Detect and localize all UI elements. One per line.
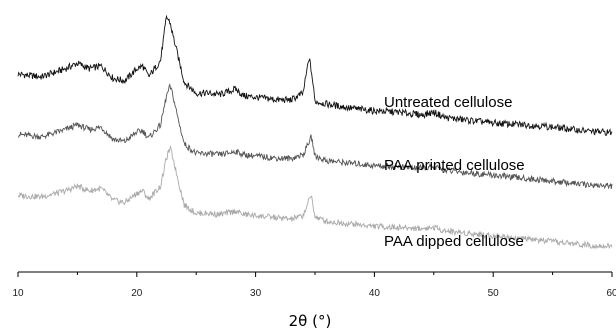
series-line [17,14,613,137]
x-tick-label: 10 [12,288,24,299]
x-tick-label: 50 [488,288,500,299]
series-label: PAA dipped cellulose [384,233,524,250]
series-layer [17,14,613,250]
x-tick-label: 20 [131,288,143,299]
series-line [17,83,613,190]
series-label: PAA printed cellulose [384,157,525,174]
x-axis: 10 20 30 40 50 60 [12,271,616,299]
x-tick-label: 40 [369,288,381,299]
x-tick-label: 30 [250,288,262,299]
series-labels: Untreated cellulose PAA printed cellulose… [384,94,525,250]
x-axis-title: 2θ (°) [289,312,332,330]
series-label: Untreated cellulose [384,94,512,111]
x-tick-label: 60 [606,288,616,299]
series-line [17,144,613,250]
